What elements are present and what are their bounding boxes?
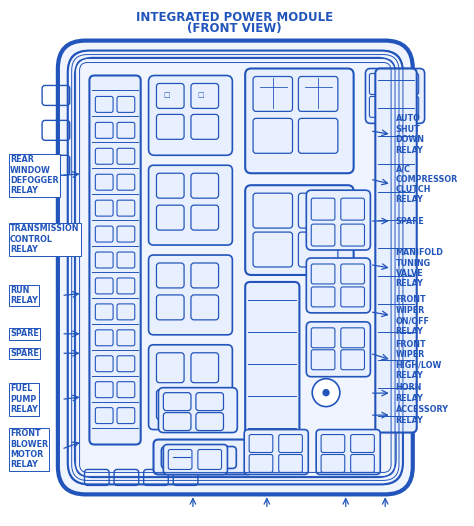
FancyBboxPatch shape [365, 68, 425, 124]
FancyBboxPatch shape [148, 165, 232, 245]
FancyBboxPatch shape [148, 255, 232, 335]
FancyBboxPatch shape [148, 76, 232, 155]
Circle shape [312, 379, 340, 407]
Text: FUEL
PUMP
RELAY: FUEL PUMP RELAY [10, 385, 38, 414]
Text: FRONT
BLOWER
MOTOR
RELAY: FRONT BLOWER MOTOR RELAY [10, 429, 48, 469]
Circle shape [323, 390, 329, 396]
Text: (FRONT VIEW): (FRONT VIEW) [187, 22, 282, 35]
FancyBboxPatch shape [306, 258, 370, 313]
Text: RUN
RELAY: RUN RELAY [10, 286, 38, 305]
Text: □: □ [198, 93, 204, 98]
FancyBboxPatch shape [245, 185, 354, 275]
Text: HORN
RELAY: HORN RELAY [396, 383, 423, 403]
FancyBboxPatch shape [244, 430, 308, 474]
FancyBboxPatch shape [58, 41, 413, 494]
Text: ACCESSORY
RELAY: ACCESSORY RELAY [396, 406, 448, 425]
Text: SPARE: SPARE [10, 349, 39, 358]
FancyBboxPatch shape [90, 76, 141, 444]
FancyBboxPatch shape [375, 68, 417, 432]
FancyBboxPatch shape [158, 388, 237, 432]
FancyBboxPatch shape [306, 190, 370, 250]
Text: SPARE: SPARE [396, 217, 424, 226]
Text: A/C
COMPRESSOR
CLUTCH
RELAY: A/C COMPRESSOR CLUTCH RELAY [396, 164, 458, 205]
FancyBboxPatch shape [306, 322, 370, 377]
Text: REAR
WINDOW
DEFOGGER
RELAY: REAR WINDOW DEFOGGER RELAY [10, 155, 59, 196]
FancyBboxPatch shape [245, 68, 354, 173]
Text: MANIFOLD
TUNING
VALVE
RELAY: MANIFOLD TUNING VALVE RELAY [396, 248, 444, 288]
FancyBboxPatch shape [154, 440, 252, 474]
FancyBboxPatch shape [148, 345, 232, 430]
Text: INTEGRATED POWER MODULE: INTEGRATED POWER MODULE [136, 11, 333, 24]
FancyBboxPatch shape [316, 430, 380, 474]
Text: □: □ [164, 93, 170, 98]
Text: FRONT
WIPER
HIGH/LOW
RELAY: FRONT WIPER HIGH/LOW RELAY [396, 340, 442, 380]
FancyBboxPatch shape [245, 282, 300, 447]
Text: AUTO
SHUT
DOWN
RELAY: AUTO SHUT DOWN RELAY [396, 114, 425, 155]
FancyBboxPatch shape [164, 444, 228, 474]
Text: TRANSMISSION
CONTROL
RELAY: TRANSMISSION CONTROL RELAY [10, 225, 80, 254]
Text: SPARE: SPARE [10, 329, 39, 338]
Text: FRONT
WIPER
ON/OFF
RELAY: FRONT WIPER ON/OFF RELAY [396, 296, 429, 336]
